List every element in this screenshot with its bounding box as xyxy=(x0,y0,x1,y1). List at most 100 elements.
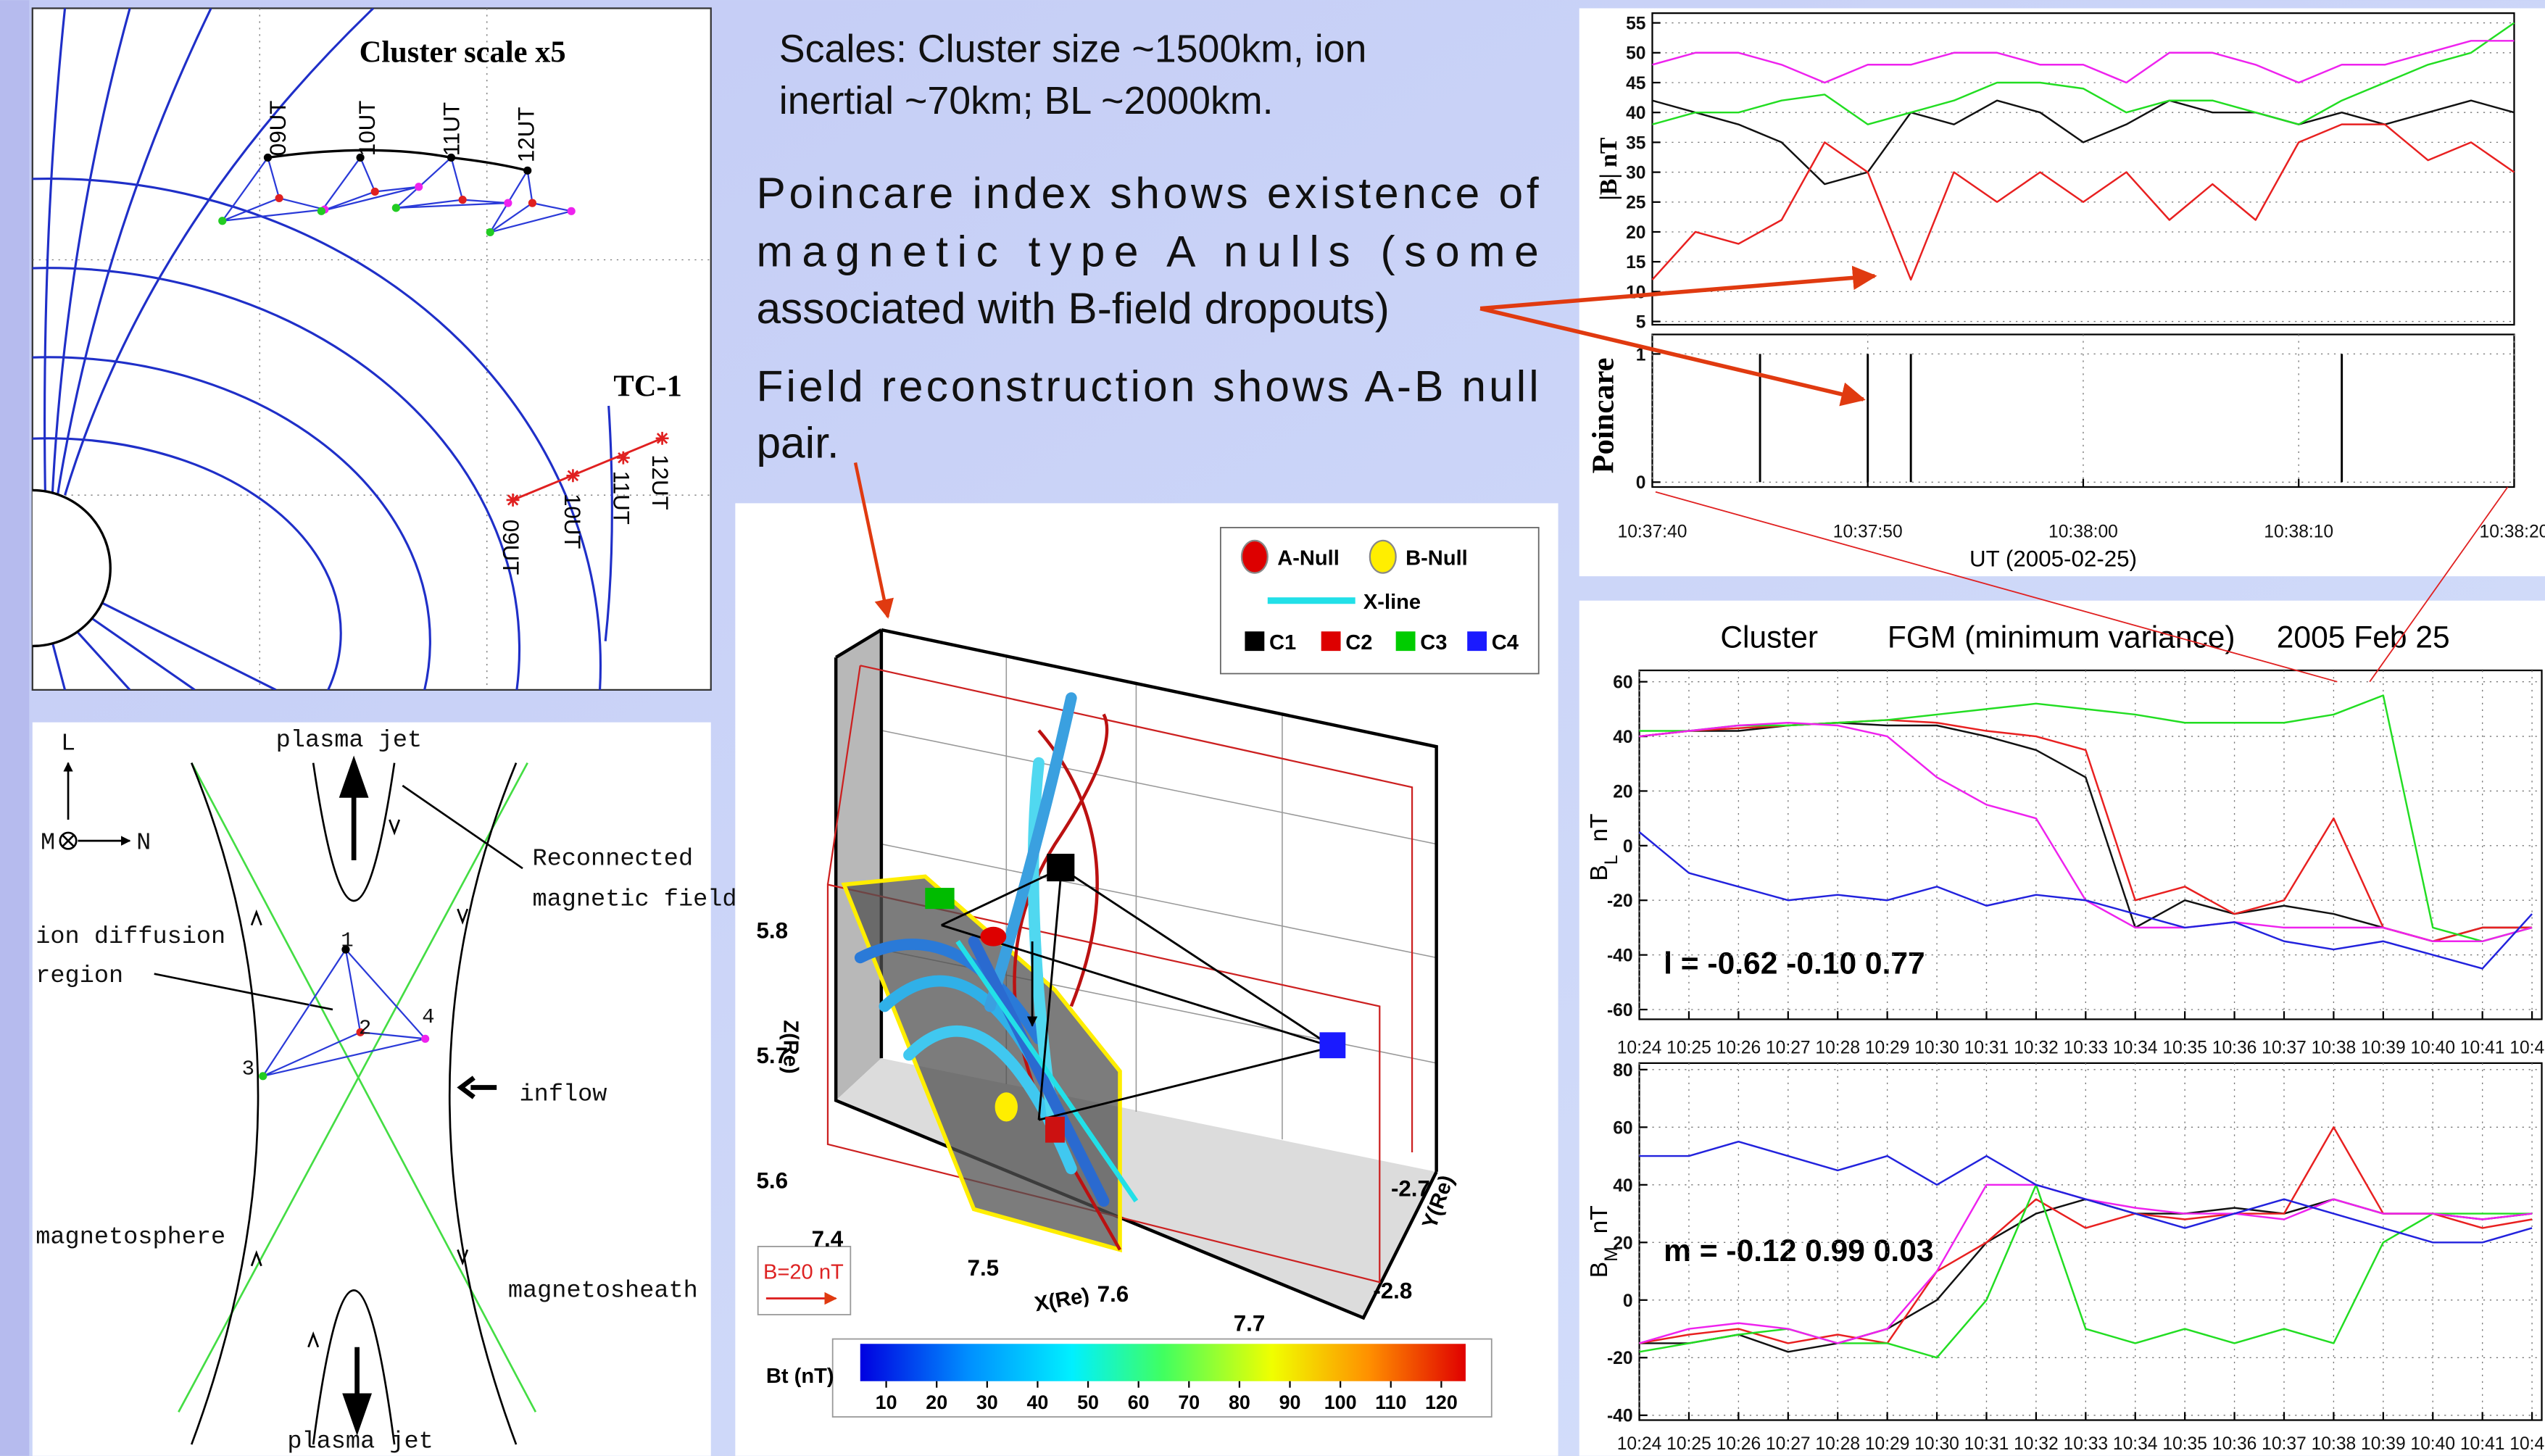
y-axis-label-main: B xyxy=(1586,865,1613,881)
x-tick-label: 10:25 xyxy=(1666,1434,1711,1454)
y-tick-label: 60 xyxy=(1613,1118,1632,1138)
y-tick-label: 50 xyxy=(1626,44,1645,64)
tc1-time: 12UT xyxy=(647,454,673,510)
y-tick-label: 35 xyxy=(1626,133,1646,153)
legend-label: A-Null xyxy=(1277,546,1340,570)
axis-label: N xyxy=(136,829,151,857)
legend-swatch xyxy=(1395,631,1416,652)
y-tick-label: 20 xyxy=(1613,782,1632,802)
y-axis-label-main: B xyxy=(1586,1262,1613,1278)
x-tick-label: 10:36 xyxy=(2212,1038,2257,1057)
legend-label: C1 xyxy=(1269,631,1296,654)
x-tick-label: 10:41 xyxy=(2460,1434,2505,1454)
x-tick-label: 10:37:40 xyxy=(1618,522,1687,541)
y-tick-label: 45 xyxy=(1626,74,1646,93)
colorbar-tick-label: 80 xyxy=(1229,1391,1250,1413)
series-line xyxy=(1651,123,2515,281)
x-tick-label: 10:28 xyxy=(1815,1434,1860,1454)
legend-label: C3 xyxy=(1420,631,1447,654)
x-tick-label: 10:32 xyxy=(2014,1434,2059,1454)
y-axis-label-unit: nT xyxy=(1586,813,1613,841)
x-tick-label: 10:35 xyxy=(2162,1038,2207,1057)
x-tick-label: 7.4 xyxy=(812,1226,844,1252)
x-tick-label: 10:33 xyxy=(2064,1434,2109,1454)
x-axis-label: UT (2005-02-25) xyxy=(1969,546,2137,572)
left-strip xyxy=(0,0,30,1456)
series-line xyxy=(1652,40,2515,84)
y-tick-label: -60 xyxy=(1607,1001,1633,1020)
colorbar-tick-label: 100 xyxy=(1324,1391,1357,1413)
orbit-title: Cluster scale x5 xyxy=(360,35,566,69)
colorbar-tick-label: 120 xyxy=(1425,1391,1458,1413)
scales-line: Scales: Cluster size ~1500km, ion xyxy=(779,27,1367,70)
arrows xyxy=(853,265,2509,683)
x-tick-label: 10:32 xyxy=(2014,1038,2059,1057)
x-tick-label: 10:41 xyxy=(2460,1038,2505,1057)
x-tick-label: 10:38 xyxy=(2312,1434,2357,1454)
y-tick-label: 0 xyxy=(1636,473,1646,493)
charts: 5 10 15 20 25 30 35 40 45 50 55 0 1 10:37:40 10:37:50 1… xyxy=(1607,12,2545,1454)
y-tick-label: 0 xyxy=(1623,837,1633,857)
spacecraft-label: 3 xyxy=(242,1057,254,1081)
cluster-time: 10UT xyxy=(354,101,380,157)
x-tick-label: 10:29 xyxy=(1865,1038,1910,1057)
x-tick-label: 10:36 xyxy=(2212,1434,2257,1454)
x-tick-label: 10:37 xyxy=(2262,1038,2307,1057)
tc1-label: TC-1 xyxy=(613,370,682,404)
x-tick-label: 10:24 xyxy=(1617,1434,1662,1454)
cluster-time: 12UT xyxy=(514,107,539,163)
y-tick-label: 80 xyxy=(1613,1061,1632,1081)
y-tick-label: 40 xyxy=(1613,728,1632,747)
x-tick-label: 7.6 xyxy=(1097,1281,1129,1307)
x-tick-label: 10:26 xyxy=(1716,1038,1761,1057)
x-tick-label: 10:28 xyxy=(1815,1038,1860,1057)
poincare-line: associated with B-field dropouts) xyxy=(756,283,1389,333)
legend-label: X-line xyxy=(1363,591,1421,614)
x-tick-label: 10:38:00 xyxy=(2048,522,2118,541)
y-tick-label: -20 xyxy=(1607,891,1633,911)
y-tick-label: -20 xyxy=(1607,1349,1633,1368)
x-tick-label: 10:39 xyxy=(2361,1434,2406,1454)
diffusion-label: ion diffusion xyxy=(36,923,225,951)
legend-swatch xyxy=(1240,539,1269,574)
cluster-time: 09UT xyxy=(265,101,291,157)
legend-swatch xyxy=(1467,631,1487,652)
x-tick-label: 10:31 xyxy=(1964,1434,2009,1454)
x-tick-label: 10:27 xyxy=(1766,1038,1811,1057)
fgm-header: 2005 Feb 25 xyxy=(2277,620,2450,655)
series-line xyxy=(1639,1140,2533,1244)
series-line xyxy=(1639,694,2533,942)
y-axis-label: BMnT xyxy=(1586,1205,1622,1278)
z-tick-label: 5.8 xyxy=(756,918,788,943)
y-axis-label-sub: L xyxy=(1601,855,1621,865)
colorbar-label: Bt (nT) xyxy=(766,1365,834,1388)
x-tick-label: 10:35 xyxy=(2162,1434,2207,1454)
y-tick-label: 20 xyxy=(1613,1234,1632,1253)
inflow-label: inflow xyxy=(520,1081,607,1108)
legend-swatch xyxy=(1321,631,1341,652)
series-line xyxy=(1652,22,2515,125)
cluster-time: 11UT xyxy=(439,102,465,156)
y-axis-label-unit: nT xyxy=(1586,1205,1613,1234)
magnetosphere-label: magnetosphere xyxy=(36,1223,225,1251)
reconstruction-line: Field reconstruction shows A-B null xyxy=(756,361,1538,410)
y-tick-label: 60 xyxy=(1613,673,1632,693)
y-tick-label: 10 xyxy=(1626,283,1645,302)
diffusion-label: region xyxy=(36,962,123,990)
orbit-panel: Cluster scale x5 09UT 10UT 11UT 12UT TC-… xyxy=(31,7,712,691)
slide-text: Scales: Cluster size ~1500km, ion inerti… xyxy=(756,27,1538,467)
magnetosheath-label: magnetosheath xyxy=(508,1277,698,1305)
x-tick-label: 10:31 xyxy=(1964,1038,2009,1057)
tc1-time: 11UT xyxy=(608,471,634,525)
y-axis-label: |B| nT xyxy=(1595,138,1622,201)
axis-label: L xyxy=(61,731,75,758)
x-tick-label: 10:30 xyxy=(1914,1434,1959,1454)
y-tick-label: -2.7 xyxy=(1391,1176,1430,1201)
y-tick-label: 20 xyxy=(1626,223,1645,243)
scale-label: B=20 nT xyxy=(763,1261,844,1284)
x-tick-label: 10:42 xyxy=(2509,1434,2545,1454)
y-tick-label: 5 xyxy=(1636,313,1646,333)
x-tick-label: 10:34 xyxy=(2113,1038,2158,1057)
